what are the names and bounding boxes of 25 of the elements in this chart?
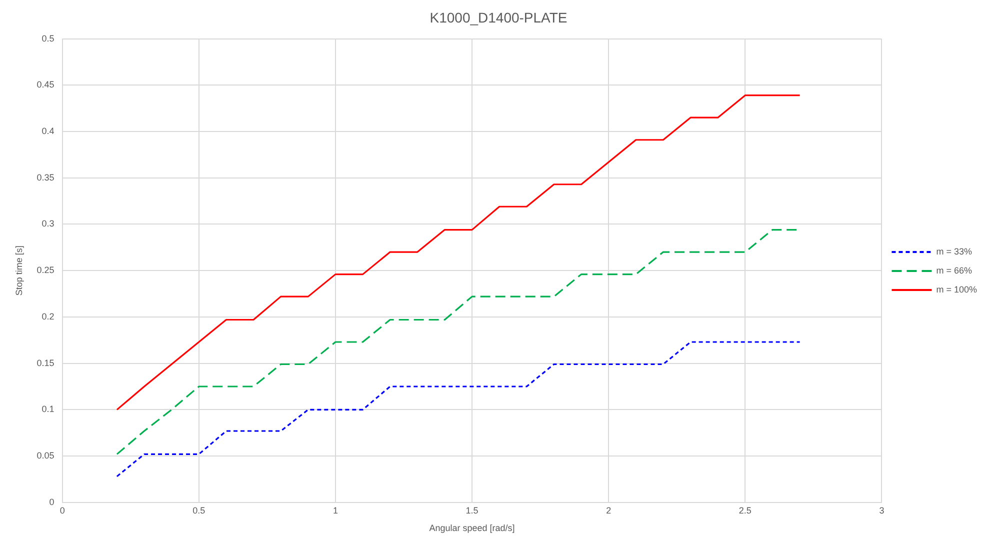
- chart-title: K1000_D1400-PLATE: [430, 9, 568, 26]
- y-tick-label: 0.4: [42, 126, 54, 136]
- y-tick-label: 0.45: [36, 80, 54, 90]
- y-tick-label: 0.2: [42, 311, 54, 322]
- x-tick-label: 1.5: [466, 505, 478, 516]
- x-axis-title: Angular speed [rad/s]: [429, 523, 515, 534]
- line-series: [116, 341, 801, 478]
- y-tick-label: 0.1: [42, 404, 54, 414]
- y-tick-label: 0.35: [36, 172, 54, 182]
- x-tick-label: 1: [332, 505, 338, 516]
- y-tick-label: 0.3: [42, 218, 54, 229]
- x-tick-label: 0.5: [192, 505, 206, 516]
- y-tick-label: 0.05: [36, 450, 54, 461]
- y-tick-label: 0.25: [36, 265, 54, 276]
- y-axis-title: Stop time [s]: [14, 246, 24, 296]
- x-tick-label: 2: [606, 505, 612, 516]
- x-tick-label: 0: [60, 505, 65, 516]
- legend-label: m = 66%: [936, 265, 972, 276]
- legend-label: m = 33%: [936, 246, 972, 256]
- y-tick-label: 0.15: [36, 358, 54, 368]
- y-tick-label: 0.5: [42, 33, 54, 44]
- legend-label: m = 100%: [936, 284, 978, 294]
- x-tick-label: 2.5: [738, 505, 752, 516]
- y-tick-label: 0: [49, 496, 54, 507]
- x-tick-label: 3: [879, 505, 884, 516]
